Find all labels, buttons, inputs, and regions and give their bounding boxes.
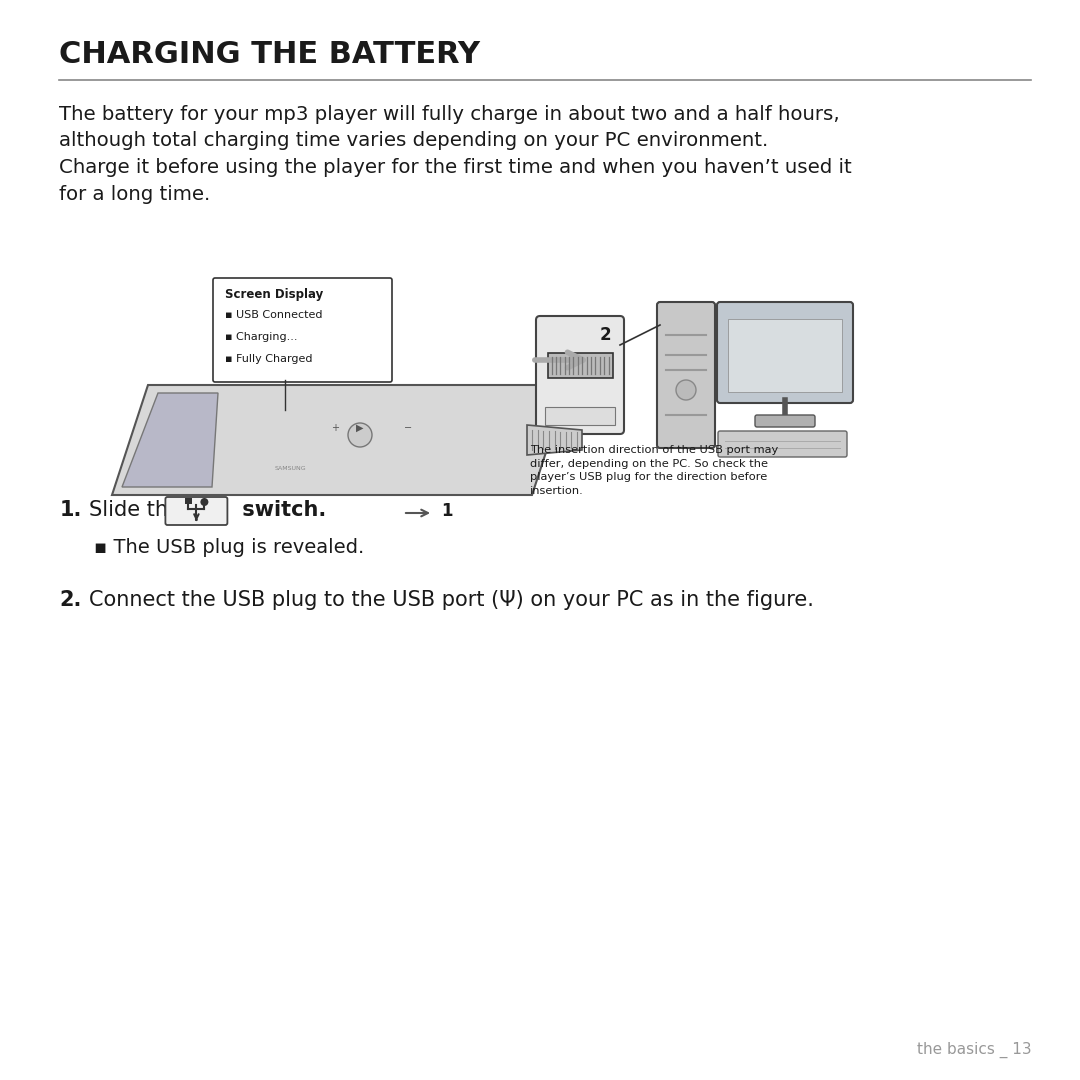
FancyBboxPatch shape: [755, 415, 815, 427]
FancyBboxPatch shape: [657, 302, 715, 448]
Text: Connect the USB plug to the USB port (Ψ) on your PC as in the figure.: Connect the USB plug to the USB port (Ψ)…: [90, 590, 814, 610]
Text: SAMSUNG: SAMSUNG: [274, 465, 306, 471]
Bar: [186, 498, 192, 504]
FancyBboxPatch shape: [728, 319, 842, 392]
FancyBboxPatch shape: [548, 352, 612, 378]
Text: ▪ Charging...: ▪ Charging...: [225, 332, 297, 342]
FancyBboxPatch shape: [545, 407, 615, 426]
Text: −: −: [404, 423, 413, 433]
Circle shape: [201, 498, 208, 507]
FancyBboxPatch shape: [536, 316, 624, 434]
Text: Screen Display: Screen Display: [225, 288, 323, 301]
FancyBboxPatch shape: [213, 278, 392, 382]
Text: switch.: switch.: [235, 500, 326, 519]
FancyBboxPatch shape: [165, 497, 228, 525]
Text: 2.: 2.: [59, 590, 82, 610]
FancyBboxPatch shape: [718, 431, 847, 457]
Text: ▪ The USB plug is revealed.: ▪ The USB plug is revealed.: [94, 538, 365, 557]
Polygon shape: [527, 426, 582, 455]
Text: ▪ Fully Charged: ▪ Fully Charged: [225, 354, 312, 364]
Text: Slide the: Slide the: [90, 500, 181, 519]
Circle shape: [676, 380, 696, 400]
Text: 2: 2: [600, 326, 611, 345]
Text: The insertion direction of the USB port may
differ, depending on the PC. So chec: The insertion direction of the USB port …: [530, 445, 779, 496]
Text: CHARGING THE BATTERY: CHARGING THE BATTERY: [59, 40, 481, 69]
Text: +: +: [330, 423, 339, 433]
Text: the basics _ 13: the basics _ 13: [917, 1042, 1031, 1058]
FancyBboxPatch shape: [717, 302, 853, 403]
Polygon shape: [122, 393, 218, 487]
Circle shape: [348, 423, 372, 447]
Text: 1.: 1.: [59, 500, 82, 519]
Text: ▶: ▶: [356, 423, 364, 433]
Polygon shape: [112, 384, 568, 495]
Text: 1: 1: [441, 502, 453, 519]
Text: ▪ USB Connected: ▪ USB Connected: [225, 310, 323, 320]
Text: The battery for your mp3 player will fully charge in about two and a half hours,: The battery for your mp3 player will ful…: [59, 105, 852, 203]
